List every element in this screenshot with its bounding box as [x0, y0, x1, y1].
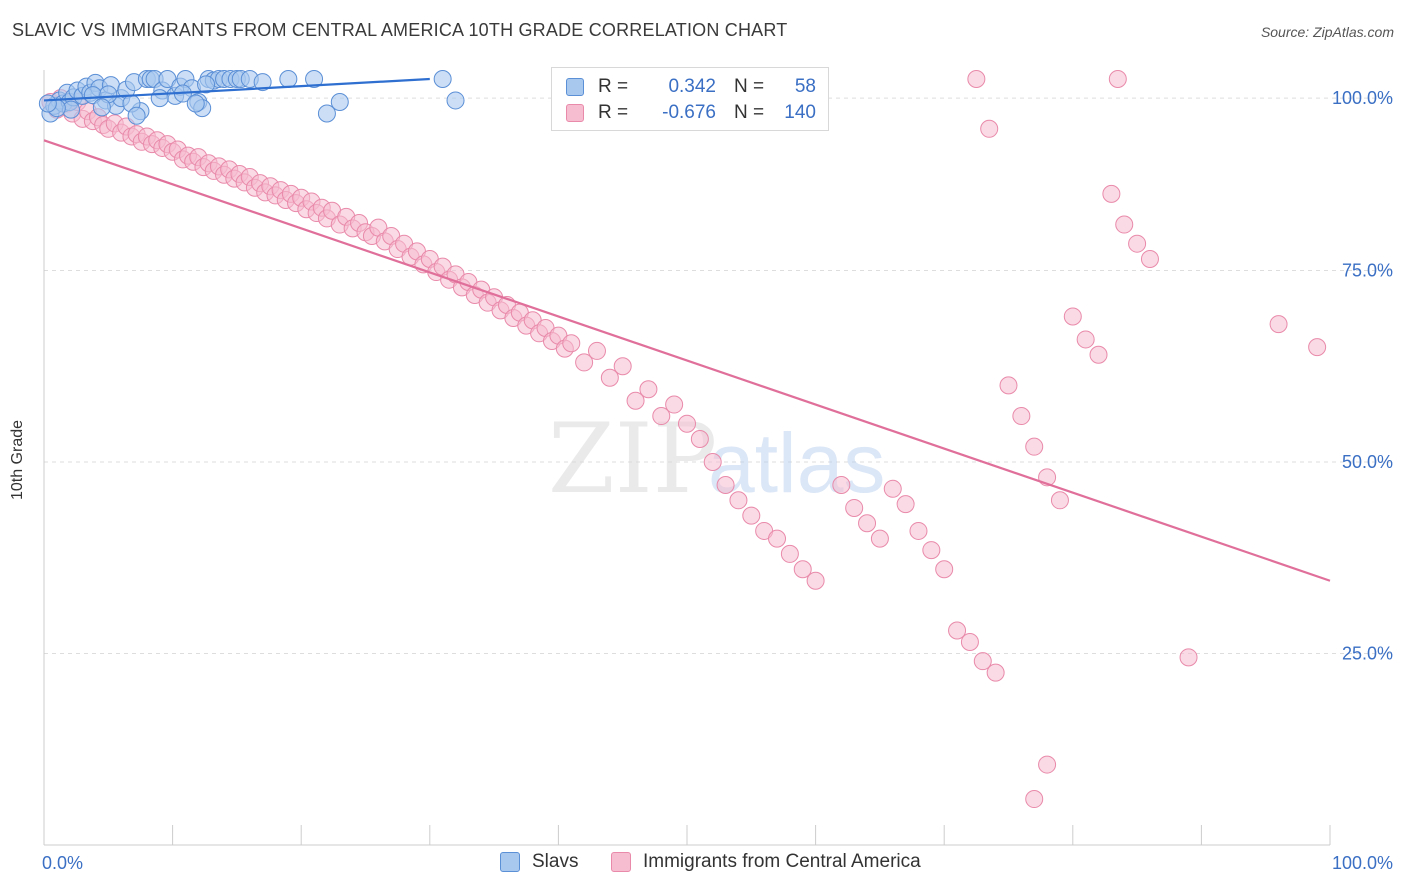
- data-point-immigrants: [1050, 491, 1069, 510]
- data-point-slavs: [317, 104, 336, 123]
- data-point-immigrants: [1012, 407, 1031, 426]
- legend-label-slavs: Slavs: [532, 851, 579, 872]
- data-point-immigrants: [1115, 215, 1134, 234]
- data-point-slavs: [330, 92, 349, 111]
- data-point-immigrants: [678, 414, 696, 433]
- data-point-immigrants: [1128, 234, 1147, 253]
- data-point-immigrants: [562, 334, 581, 353]
- data-point-immigrants: [1140, 250, 1159, 269]
- data-point-immigrants: [716, 475, 735, 494]
- data-point-immigrants: [986, 663, 1005, 682]
- data-point-immigrants: [575, 353, 594, 372]
- n-label: N =: [734, 102, 765, 123]
- legend-row-slavs: R = 0.342 N = 58: [566, 74, 816, 100]
- series-legend: Slavs Immigrants from Central America: [0, 851, 1406, 877]
- data-point-immigrants: [1102, 184, 1121, 203]
- legend-row-immigrants: R = -0.676 N = 140: [566, 100, 816, 126]
- data-point-immigrants: [1025, 790, 1044, 809]
- stats-legend: R = 0.342 N = 58 R = -0.676 N = 140: [551, 67, 829, 131]
- data-point-immigrants: [768, 529, 787, 548]
- trend-line-slavs: [43, 77, 430, 102]
- data-point-immigrants: [587, 341, 606, 360]
- data-point-slavs: [150, 89, 169, 108]
- data-point-slavs: [305, 70, 324, 88]
- n-value: 58: [794, 76, 816, 97]
- axes: [43, 70, 1331, 846]
- data-point-immigrants: [613, 357, 632, 376]
- data-point-immigrants: [600, 368, 619, 387]
- trend-lines: [43, 77, 1331, 582]
- data-point-immigrants: [1108, 70, 1127, 88]
- data-point-slavs: [186, 94, 205, 113]
- data-point-slavs: [38, 94, 57, 113]
- data-point-slavs: [127, 106, 146, 125]
- data-point-immigrants: [780, 544, 799, 563]
- r-value: 0.342: [668, 76, 716, 97]
- data-point-immigrants: [703, 453, 722, 471]
- data-point-immigrants: [806, 571, 825, 590]
- y-tick-label: 25.0%: [1342, 644, 1393, 664]
- n-value: 140: [784, 102, 816, 123]
- data-point-immigrants: [1063, 307, 1082, 326]
- legend-swatch-blue: [500, 852, 520, 872]
- legend-item-slavs[interactable]: Slavs: [500, 851, 578, 873]
- legend-item-immigrants[interactable]: Immigrants from Central America: [611, 851, 921, 873]
- legend-swatch-blue: [566, 78, 584, 96]
- r-label: R =: [598, 76, 629, 97]
- data-point-immigrants: [935, 560, 954, 579]
- data-point-immigrants: [1038, 755, 1057, 774]
- data-point-immigrants: [1089, 345, 1108, 364]
- data-point-immigrants: [980, 119, 999, 138]
- y-tick-label: 75.0%: [1342, 261, 1393, 281]
- r-value: -0.676: [662, 102, 716, 123]
- data-point-immigrants: [1076, 330, 1095, 349]
- trend-line-immigrants: [43, 139, 1331, 582]
- data-point-immigrants: [652, 407, 671, 426]
- legend-swatch-pink: [566, 104, 584, 122]
- data-point-immigrants: [729, 491, 748, 510]
- data-point-immigrants: [626, 391, 645, 410]
- data-point-immigrants: [742, 506, 761, 525]
- data-point-immigrants: [909, 521, 928, 540]
- data-point-slavs: [446, 91, 465, 110]
- data-point-immigrants: [960, 633, 979, 652]
- y-tick-label: 50.0%: [1342, 452, 1393, 472]
- data-point-immigrants: [1025, 437, 1044, 456]
- n-label: N =: [734, 76, 765, 97]
- data-point-immigrants: [665, 395, 684, 414]
- x-tick-label-left: 0.0%: [42, 853, 83, 873]
- data-point-immigrants: [922, 541, 941, 560]
- data-point-immigrants: [948, 621, 967, 640]
- data-point-immigrants: [967, 70, 986, 88]
- data-point-immigrants: [1179, 648, 1198, 667]
- data-point-immigrants: [639, 380, 658, 399]
- data-point-immigrants: [896, 495, 915, 514]
- data-point-immigrants: [870, 529, 889, 548]
- data-point-immigrants: [858, 514, 877, 533]
- data-point-immigrants: [1269, 315, 1288, 334]
- data-point-slavs: [433, 70, 452, 88]
- data-point-slavs: [92, 98, 111, 117]
- data-point-immigrants: [845, 498, 864, 517]
- data-point-slavs: [253, 73, 272, 92]
- data-point-immigrants: [832, 475, 851, 494]
- y-axis-label: 10th Grade: [9, 419, 26, 501]
- data-point-slavs: [279, 70, 298, 88]
- data-point-immigrants: [793, 560, 812, 579]
- source-label: Source: ZipAtlas.com: [1260, 24, 1394, 40]
- data-point-immigrants: [883, 479, 902, 498]
- legend-swatch-pink: [611, 852, 631, 872]
- x-tick-label-right: 100.0%: [1332, 853, 1393, 873]
- r-label: R =: [598, 102, 629, 123]
- legend-label-immigrants: Immigrants from Central America: [643, 851, 921, 872]
- data-point-immigrants: [973, 652, 992, 671]
- data-point-immigrants: [1308, 338, 1327, 357]
- y-tick-label: 100.0%: [1332, 88, 1393, 108]
- data-point-immigrants: [690, 430, 709, 449]
- data-point-slavs: [197, 75, 216, 94]
- tick-labels: 100.0% 75.0% 50.0% 25.0% 0.0% 100.0%: [42, 88, 1393, 873]
- data-point-immigrants: [999, 376, 1018, 395]
- chart-title: SLAVIC VS IMMIGRANTS FROM CENTRAL AMERIC…: [12, 20, 788, 40]
